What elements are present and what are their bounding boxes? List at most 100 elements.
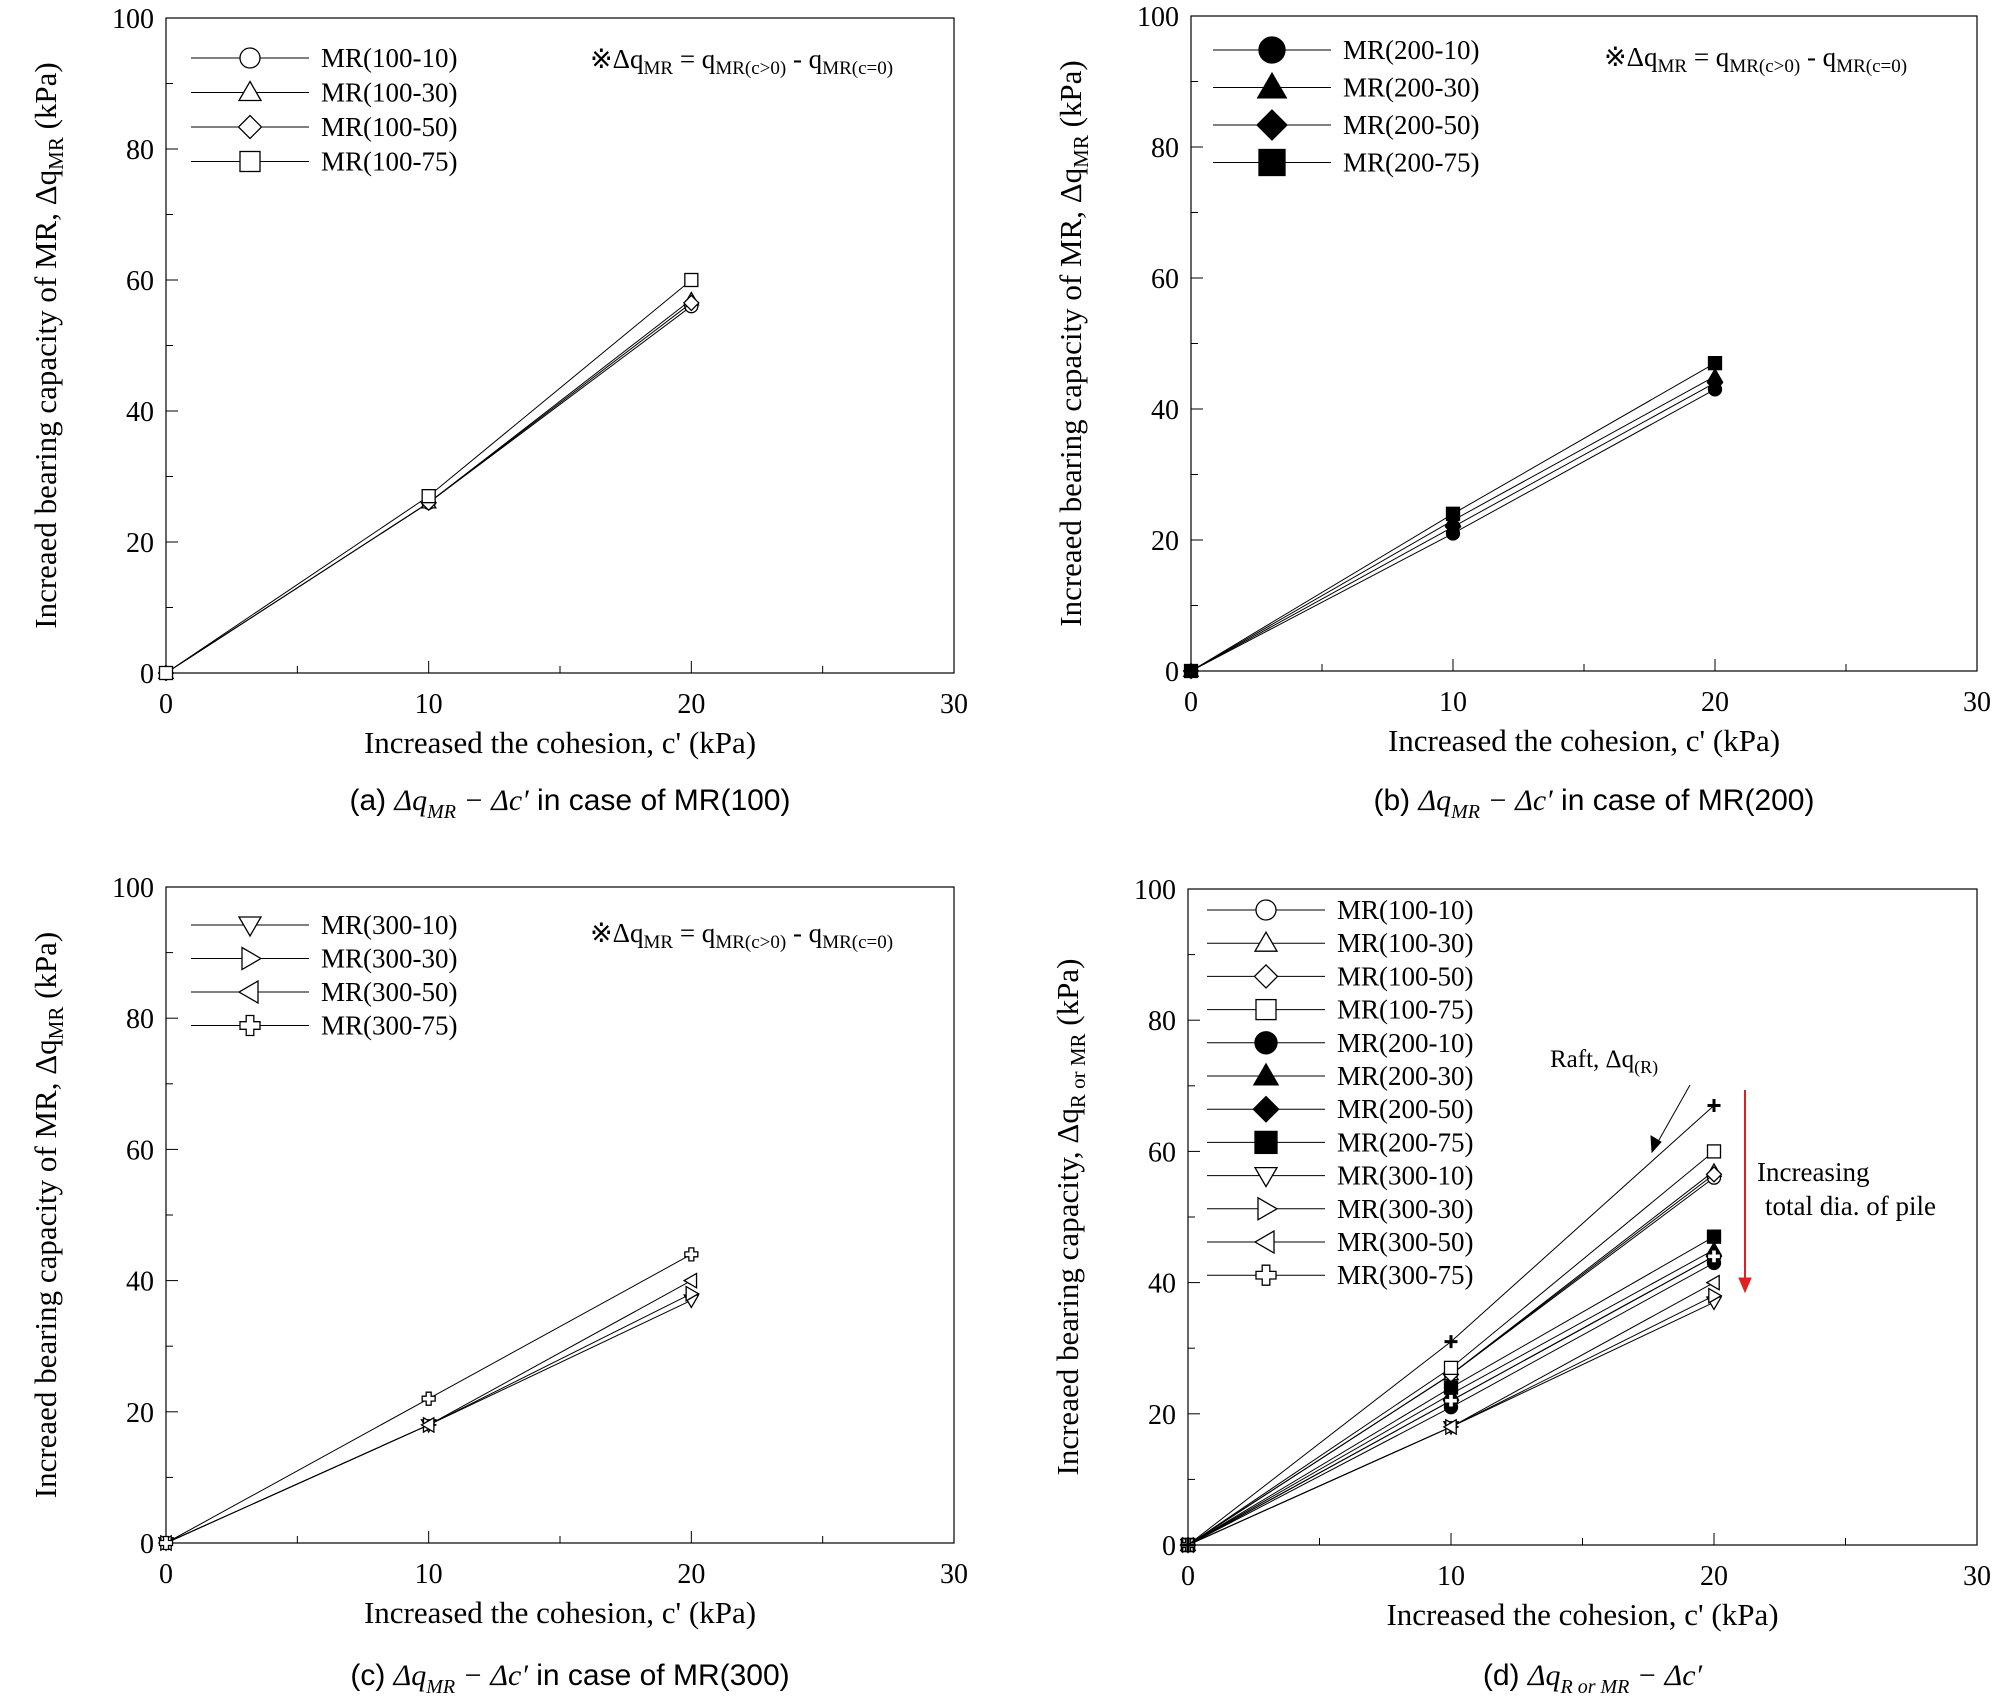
data-point-marker <box>421 488 436 504</box>
series-MR(200-75) <box>1180 1229 1722 1553</box>
data-point-marker <box>1705 1165 1723 1183</box>
y-tick-label: 40 <box>126 1267 154 1298</box>
caption-run: (d) <box>1483 1659 1528 1692</box>
legend-marker <box>1252 1062 1280 1086</box>
legend-marker <box>1258 36 1286 64</box>
text-run: ※Δq <box>590 44 644 74</box>
series-line <box>165 1293 692 1544</box>
caption-run: MR <box>425 1676 455 1697</box>
raft-pointer-head <box>1650 1135 1662 1154</box>
data-point-marker <box>1707 1098 1721 1112</box>
legend-marker <box>1255 1264 1277 1286</box>
data-point-marker <box>158 1535 174 1551</box>
chart-panel-a: 0 10 20 30 0 20 40 60 80 100 Increased the cohesio… <box>28 4 968 823</box>
y-tick-label: 40 <box>1148 1269 1176 1300</box>
data-point-marker <box>1442 1418 1457 1436</box>
x-tick-label: 10 <box>415 1559 443 1590</box>
caption-run: R or MR <box>1559 1676 1629 1697</box>
legend-marker <box>1253 1229 1275 1255</box>
series-MR(300-75) <box>158 1247 699 1551</box>
legend-marker <box>237 916 263 938</box>
caption-run: Δq <box>1527 1659 1561 1692</box>
x-tick-label: 0 <box>159 689 173 720</box>
caption-run: (a) <box>349 784 394 817</box>
chart-panel-c: 0 10 20 30 0 20 40 60 80 100 Increased the cohesio… <box>28 873 968 1697</box>
data-point-marker <box>421 1391 436 1406</box>
legend-marker <box>239 47 261 69</box>
subscript: MR(c>0) <box>715 932 786 953</box>
legend-marker <box>237 114 263 140</box>
caption-run: in case of MR(200) <box>1553 784 1815 817</box>
y-tick-label: 80 <box>126 1004 154 1035</box>
x-tick-label: 10 <box>1437 1561 1465 1592</box>
y-axis-label-sub: R or MR <box>1066 1033 1090 1108</box>
caption-run: Δq <box>393 1659 427 1692</box>
series-MR(100-75) <box>158 272 699 681</box>
x-tick-label: 30 <box>940 689 968 720</box>
legend-marker <box>1253 930 1279 952</box>
y-tick-label: 60 <box>126 266 154 297</box>
data-point-marker <box>1706 1229 1722 1244</box>
series-MR(200-50) <box>1182 374 1724 680</box>
y-tick-label: 20 <box>1148 1400 1176 1431</box>
x-tick-label: 10 <box>415 689 443 720</box>
x-tick-label: 20 <box>677 689 705 720</box>
y-axis-label-sub: MR <box>44 137 68 170</box>
increasing-arrow-head <box>1738 1277 1752 1294</box>
legend-label: MR(300-75) <box>321 1011 458 1041</box>
x-tick-label: 20 <box>1701 687 1729 718</box>
text-run: Raft, Δq <box>1550 1046 1635 1073</box>
legend: MR(200-10) MR(200-30) MR(200-50) MR(200-75) <box>1213 35 1480 178</box>
panel-caption: (a) ΔqMR − Δc′ in case of MR(100) <box>349 784 790 823</box>
legend-label: MR(200-50) <box>1343 110 1480 140</box>
legend-marker <box>1254 1031 1278 1055</box>
data-point-marker <box>1443 1360 1459 1376</box>
y-axis-label: Increaed bearing capacity of MR, ΔqMR (k… <box>28 62 68 629</box>
legend-label: MR(300-50) <box>1337 1227 1474 1257</box>
caption-run: MR <box>426 801 456 823</box>
text-run: = q <box>673 44 716 74</box>
caption-run: − Δc′ <box>456 784 529 817</box>
y-axis-label: Increaed bearing capacity, ΔqR or MR (kP… <box>1050 959 1090 1476</box>
y-tick-label: 60 <box>1151 264 1179 295</box>
chart-panel-d: 0 10 20 30 0 20 40 60 80 100 Increased the cohesio… <box>1050 875 1991 1697</box>
data-point-marker <box>1443 1393 1459 1408</box>
data-point-marker <box>158 665 174 681</box>
subscript: MR(c=0) <box>1836 56 1907 77</box>
subscript: MR(c=0) <box>822 932 893 953</box>
formula-note: ※ΔqMR = qMR(c>0) - qMR(c=0) <box>1604 42 1907 77</box>
legend-label: MR(100-50) <box>321 112 458 142</box>
data-point-marker <box>1706 374 1724 392</box>
series-plus-bold <box>1181 1098 1721 1552</box>
panel-caption: (c) ΔqMR − Δc′ in case of MR(300) <box>350 1659 789 1697</box>
legend-marker <box>1253 963 1279 989</box>
legend: MR(100-10)MR(100-30)MR(100-50) MR(100-75)… <box>1207 895 1474 1290</box>
legend-marker <box>239 150 261 173</box>
caption-run: (b) <box>1373 784 1418 817</box>
x-tick-label: 20 <box>1700 1561 1728 1592</box>
x-tick-label: 30 <box>1963 687 1991 718</box>
y-tick-label: 80 <box>1148 1006 1176 1037</box>
x-axis-label: Increased the cohesion, c' (kPa) <box>1388 723 1780 758</box>
caption-run: − Δc′ <box>1480 784 1553 817</box>
text-run: ※Δq <box>1604 42 1658 72</box>
y-axis-label-run: Increaed bearing capacity, Δq <box>1050 1108 1085 1475</box>
series-line <box>165 299 692 674</box>
series-line <box>1187 1295 1715 1546</box>
subscript: MR <box>644 932 674 953</box>
legend-marker <box>1256 71 1288 99</box>
y-tick-label: 20 <box>126 1398 154 1429</box>
y-axis-label: Increaed bearing capacity of MR, ΔqMR (k… <box>28 932 68 1499</box>
y-tick-label: 20 <box>1151 526 1179 557</box>
series-MR(300-30) <box>160 1285 700 1552</box>
caption-run: − Δc′ <box>1629 1659 1702 1692</box>
y-tick-label: 40 <box>1151 395 1179 426</box>
y-axis-label-run: (kPa) <box>1050 959 1085 1034</box>
legend-label: MR(300-10) <box>1337 1161 1474 1191</box>
data-point-marker <box>682 294 700 312</box>
y-axis-label-run: (kPa) <box>28 932 63 1007</box>
y-tick-label: 80 <box>126 135 154 166</box>
caption-run: Δq <box>393 784 427 817</box>
data-point-marker <box>1706 1144 1722 1159</box>
